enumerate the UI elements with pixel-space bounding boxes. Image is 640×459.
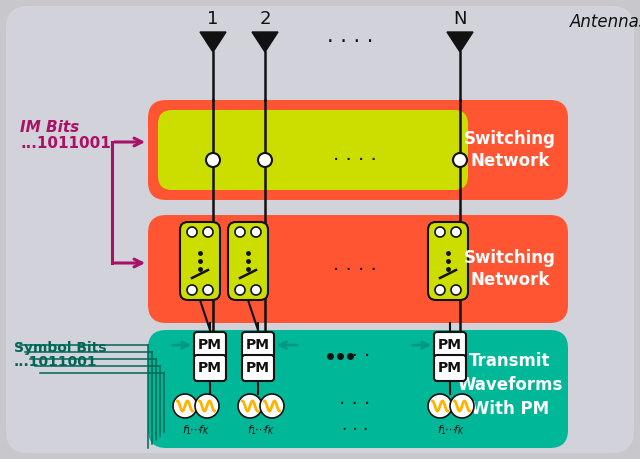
Text: PM: PM [438,361,462,375]
Text: Switching
Network: Switching Network [464,130,556,170]
Text: · · ·: · · · [342,421,368,439]
Text: $f_1\!\cdots\!f_K$: $f_1\!\cdots\!f_K$ [182,423,210,437]
Circle shape [206,153,220,167]
Circle shape [173,394,197,418]
Circle shape [203,227,213,237]
Circle shape [450,394,474,418]
FancyBboxPatch shape [148,215,568,323]
FancyBboxPatch shape [194,332,226,358]
Text: PM: PM [246,338,270,352]
Text: 1: 1 [207,10,219,28]
Text: PM: PM [198,338,222,352]
Text: · · · ·: · · · · [327,32,373,52]
Circle shape [453,153,467,167]
Circle shape [235,285,245,295]
FancyBboxPatch shape [434,332,466,358]
Circle shape [428,394,452,418]
Text: N: N [453,10,467,28]
Text: $f_1\!\cdots\!f_K$: $f_1\!\cdots\!f_K$ [437,423,465,437]
Circle shape [238,394,262,418]
Text: IM Bits: IM Bits [20,121,79,135]
Text: PM: PM [438,338,462,352]
Text: ...1011001: ...1011001 [14,355,98,369]
FancyBboxPatch shape [228,222,268,300]
FancyBboxPatch shape [428,222,468,300]
Circle shape [187,285,197,295]
Circle shape [203,285,213,295]
Text: Transmit
Waveforms
With PM: Transmit Waveforms With PM [458,353,563,418]
Circle shape [451,227,461,237]
Circle shape [195,394,219,418]
FancyBboxPatch shape [158,110,468,190]
FancyBboxPatch shape [242,355,274,381]
Circle shape [187,227,197,237]
Text: Switching
Network: Switching Network [464,249,556,289]
FancyBboxPatch shape [148,330,568,448]
Text: Symbol Bits: Symbol Bits [14,341,106,355]
FancyBboxPatch shape [194,355,226,381]
Text: $f_1\!\cdots\!f_K$: $f_1\!\cdots\!f_K$ [247,423,275,437]
Circle shape [251,227,261,237]
Text: · · ·: · · · [339,396,371,414]
Text: PM: PM [246,361,270,375]
FancyBboxPatch shape [434,355,466,381]
Circle shape [260,394,284,418]
FancyBboxPatch shape [180,222,220,300]
Circle shape [435,285,445,295]
Circle shape [251,285,261,295]
FancyBboxPatch shape [148,100,568,200]
Polygon shape [252,32,278,52]
FancyBboxPatch shape [6,6,634,453]
Polygon shape [447,32,473,52]
Circle shape [235,227,245,237]
Circle shape [435,227,445,237]
Text: 2: 2 [259,10,271,28]
Text: ...1011001: ...1011001 [20,136,111,151]
Text: · · ·: · · · [339,347,371,365]
Circle shape [258,153,272,167]
Polygon shape [200,32,226,52]
Text: · · · ·: · · · · [333,261,377,280]
Text: Antennas: Antennas [570,13,640,31]
Text: PM: PM [198,361,222,375]
Circle shape [451,285,461,295]
FancyBboxPatch shape [242,332,274,358]
Text: · · · ·: · · · · [333,151,377,169]
